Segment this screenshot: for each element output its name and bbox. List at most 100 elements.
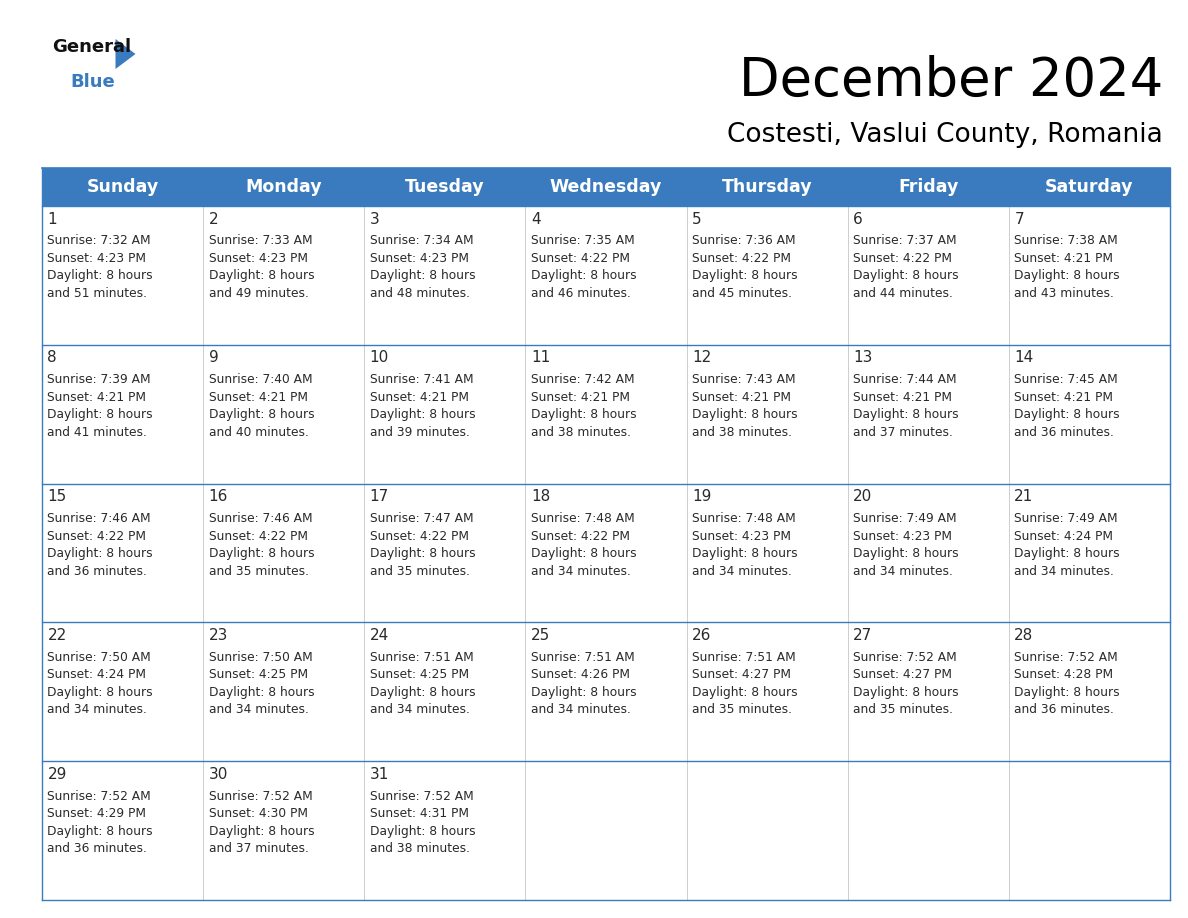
Text: Sunrise: 7:46 AM: Sunrise: 7:46 AM	[209, 512, 312, 525]
Text: Sunrise: 7:50 AM: Sunrise: 7:50 AM	[209, 651, 312, 664]
Text: Sunset: 4:22 PM: Sunset: 4:22 PM	[531, 252, 630, 265]
Text: Sunset: 4:22 PM: Sunset: 4:22 PM	[853, 252, 953, 265]
Text: Sunset: 4:27 PM: Sunset: 4:27 PM	[693, 668, 791, 681]
Text: Sunrise: 7:35 AM: Sunrise: 7:35 AM	[531, 234, 634, 248]
Text: 6: 6	[853, 211, 862, 227]
Text: Daylight: 8 hours: Daylight: 8 hours	[48, 547, 153, 560]
Text: Daylight: 8 hours: Daylight: 8 hours	[48, 686, 153, 699]
Text: Sunset: 4:21 PM: Sunset: 4:21 PM	[369, 391, 469, 404]
Text: Daylight: 8 hours: Daylight: 8 hours	[369, 824, 475, 838]
Text: and 34 minutes.: and 34 minutes.	[693, 565, 792, 577]
Text: Daylight: 8 hours: Daylight: 8 hours	[209, 824, 315, 838]
Text: and 48 minutes.: and 48 minutes.	[369, 287, 469, 300]
Text: and 35 minutes.: and 35 minutes.	[209, 565, 309, 577]
Text: Daylight: 8 hours: Daylight: 8 hours	[693, 686, 797, 699]
Text: and 49 minutes.: and 49 minutes.	[209, 287, 309, 300]
Text: Daylight: 8 hours: Daylight: 8 hours	[48, 824, 153, 838]
Text: Sunset: 4:27 PM: Sunset: 4:27 PM	[853, 668, 953, 681]
Text: Wednesday: Wednesday	[550, 178, 662, 196]
Bar	[42, 622, 1170, 761]
Text: Daylight: 8 hours: Daylight: 8 hours	[531, 547, 637, 560]
Text: Sunrise: 7:33 AM: Sunrise: 7:33 AM	[209, 234, 312, 248]
Bar	[42, 345, 1170, 484]
Text: Sunset: 4:22 PM: Sunset: 4:22 PM	[693, 252, 791, 265]
Text: and 34 minutes.: and 34 minutes.	[531, 565, 631, 577]
Text: and 45 minutes.: and 45 minutes.	[693, 287, 792, 300]
Text: 30: 30	[209, 767, 228, 782]
Text: 7: 7	[1015, 211, 1024, 227]
Text: Daylight: 8 hours: Daylight: 8 hours	[531, 409, 637, 421]
Text: Sunrise: 7:34 AM: Sunrise: 7:34 AM	[369, 234, 473, 248]
Text: 15: 15	[48, 489, 67, 504]
Text: Sunrise: 7:42 AM: Sunrise: 7:42 AM	[531, 374, 634, 386]
Text: 22: 22	[48, 628, 67, 643]
Text: Sunrise: 7:32 AM: Sunrise: 7:32 AM	[48, 234, 151, 248]
Text: Sunrise: 7:44 AM: Sunrise: 7:44 AM	[853, 374, 956, 386]
Text: Sunrise: 7:37 AM: Sunrise: 7:37 AM	[853, 234, 956, 248]
Text: Thursday: Thursday	[722, 178, 813, 196]
Text: Daylight: 8 hours: Daylight: 8 hours	[48, 409, 153, 421]
Text: and 41 minutes.: and 41 minutes.	[48, 426, 147, 439]
Text: Sunset: 4:21 PM: Sunset: 4:21 PM	[853, 391, 953, 404]
Text: 16: 16	[209, 489, 228, 504]
Bar	[42, 168, 1170, 206]
Text: and 44 minutes.: and 44 minutes.	[853, 287, 953, 300]
Text: Sunrise: 7:38 AM: Sunrise: 7:38 AM	[1015, 234, 1118, 248]
Text: Sunset: 4:28 PM: Sunset: 4:28 PM	[1015, 668, 1113, 681]
Text: Sunset: 4:22 PM: Sunset: 4:22 PM	[531, 530, 630, 543]
Text: Sunrise: 7:49 AM: Sunrise: 7:49 AM	[853, 512, 956, 525]
Text: Daylight: 8 hours: Daylight: 8 hours	[531, 270, 637, 283]
Bar	[42, 484, 1170, 622]
Text: and 39 minutes.: and 39 minutes.	[369, 426, 469, 439]
Text: Sunset: 4:21 PM: Sunset: 4:21 PM	[531, 391, 630, 404]
Text: Daylight: 8 hours: Daylight: 8 hours	[853, 270, 959, 283]
Text: 4: 4	[531, 211, 541, 227]
Text: and 36 minutes.: and 36 minutes.	[1015, 703, 1114, 716]
Bar	[42, 206, 1170, 345]
Text: Sunrise: 7:48 AM: Sunrise: 7:48 AM	[693, 512, 796, 525]
Text: Daylight: 8 hours: Daylight: 8 hours	[853, 686, 959, 699]
Text: Sunrise: 7:51 AM: Sunrise: 7:51 AM	[531, 651, 634, 664]
Text: Daylight: 8 hours: Daylight: 8 hours	[48, 270, 153, 283]
Text: December 2024: December 2024	[739, 55, 1163, 107]
Text: Sunset: 4:25 PM: Sunset: 4:25 PM	[209, 668, 308, 681]
Text: Daylight: 8 hours: Daylight: 8 hours	[209, 686, 315, 699]
Text: Sunset: 4:21 PM: Sunset: 4:21 PM	[1015, 391, 1113, 404]
Text: 26: 26	[693, 628, 712, 643]
Text: Daylight: 8 hours: Daylight: 8 hours	[369, 686, 475, 699]
Text: Sunset: 4:21 PM: Sunset: 4:21 PM	[693, 391, 791, 404]
Text: 24: 24	[369, 628, 388, 643]
Text: Sunset: 4:26 PM: Sunset: 4:26 PM	[531, 668, 630, 681]
Text: Sunset: 4:21 PM: Sunset: 4:21 PM	[1015, 252, 1113, 265]
Text: Sunset: 4:22 PM: Sunset: 4:22 PM	[369, 530, 469, 543]
Text: 14: 14	[1015, 351, 1034, 365]
Text: Sunset: 4:23 PM: Sunset: 4:23 PM	[48, 252, 146, 265]
Text: Sunset: 4:21 PM: Sunset: 4:21 PM	[48, 391, 146, 404]
Text: Daylight: 8 hours: Daylight: 8 hours	[209, 270, 315, 283]
Text: Sunset: 4:24 PM: Sunset: 4:24 PM	[1015, 530, 1113, 543]
Text: and 38 minutes.: and 38 minutes.	[693, 426, 792, 439]
Text: 20: 20	[853, 489, 872, 504]
Text: Friday: Friday	[898, 178, 959, 196]
Text: Sunset: 4:23 PM: Sunset: 4:23 PM	[369, 252, 469, 265]
Text: Tuesday: Tuesday	[405, 178, 485, 196]
Text: 28: 28	[1015, 628, 1034, 643]
Text: Sunrise: 7:51 AM: Sunrise: 7:51 AM	[693, 651, 796, 664]
Text: Sunrise: 7:48 AM: Sunrise: 7:48 AM	[531, 512, 634, 525]
Text: 1: 1	[48, 211, 57, 227]
Text: and 35 minutes.: and 35 minutes.	[853, 703, 953, 716]
Text: 18: 18	[531, 489, 550, 504]
Text: Sunset: 4:22 PM: Sunset: 4:22 PM	[209, 530, 308, 543]
Text: Costesti, Vaslui County, Romania: Costesti, Vaslui County, Romania	[727, 122, 1163, 148]
Text: Sunrise: 7:52 AM: Sunrise: 7:52 AM	[48, 789, 151, 802]
Text: and 51 minutes.: and 51 minutes.	[48, 287, 147, 300]
Text: Daylight: 8 hours: Daylight: 8 hours	[369, 270, 475, 283]
Text: 17: 17	[369, 489, 388, 504]
Text: Daylight: 8 hours: Daylight: 8 hours	[209, 547, 315, 560]
Text: 21: 21	[1015, 489, 1034, 504]
Text: Sunrise: 7:52 AM: Sunrise: 7:52 AM	[369, 789, 474, 802]
Text: 31: 31	[369, 767, 390, 782]
Text: and 40 minutes.: and 40 minutes.	[209, 426, 309, 439]
Text: and 43 minutes.: and 43 minutes.	[1015, 287, 1114, 300]
Text: Sunrise: 7:36 AM: Sunrise: 7:36 AM	[693, 234, 796, 248]
